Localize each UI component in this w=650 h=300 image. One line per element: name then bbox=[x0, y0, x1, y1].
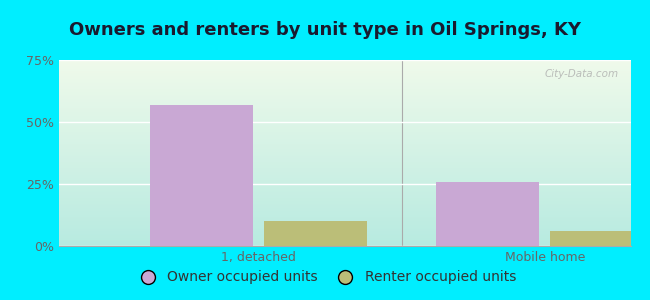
Text: Owners and renters by unit type in Oil Springs, KY: Owners and renters by unit type in Oil S… bbox=[69, 21, 581, 39]
Bar bbox=[436, 182, 539, 246]
Legend: Owner occupied units, Renter occupied units: Owner occupied units, Renter occupied un… bbox=[128, 265, 522, 290]
Text: City-Data.com: City-Data.com bbox=[545, 69, 619, 79]
Bar bbox=[265, 221, 367, 246]
Bar bbox=[150, 105, 253, 246]
Bar bbox=[551, 231, 650, 246]
